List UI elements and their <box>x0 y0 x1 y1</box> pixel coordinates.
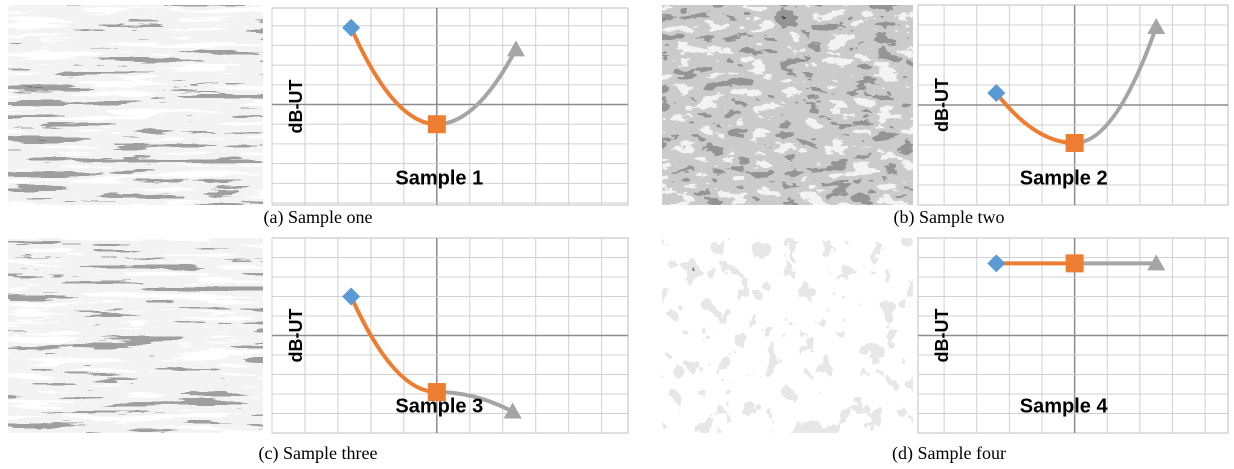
caption: (c) Sample three <box>259 443 378 464</box>
marker <box>1066 134 1084 152</box>
micrograph <box>662 238 913 433</box>
micrograph <box>8 5 263 205</box>
chart-title: Sample 3 <box>395 395 483 417</box>
y-axis-label: dB-UT <box>286 80 306 134</box>
y-axis-label: dB-UT <box>286 309 306 363</box>
micrograph <box>8 238 263 433</box>
marker <box>428 115 446 133</box>
marker <box>1066 254 1084 272</box>
chart-title: Sample 2 <box>1020 167 1108 189</box>
micrograph <box>662 5 913 205</box>
figure: dB-UT Sample 1 (a) Sample one dB-UT Sample 2… <box>0 0 1234 469</box>
caption: (a) Sample one <box>264 207 373 228</box>
chart-title: Sample 4 <box>1020 395 1109 417</box>
chart-title: Sample 1 <box>395 167 483 189</box>
y-axis-label: dB-UT <box>932 78 952 132</box>
caption: (d) Sample four <box>892 443 1006 464</box>
y-axis-label: dB-UT <box>932 309 952 363</box>
caption: (b) Sample two <box>894 207 1005 228</box>
